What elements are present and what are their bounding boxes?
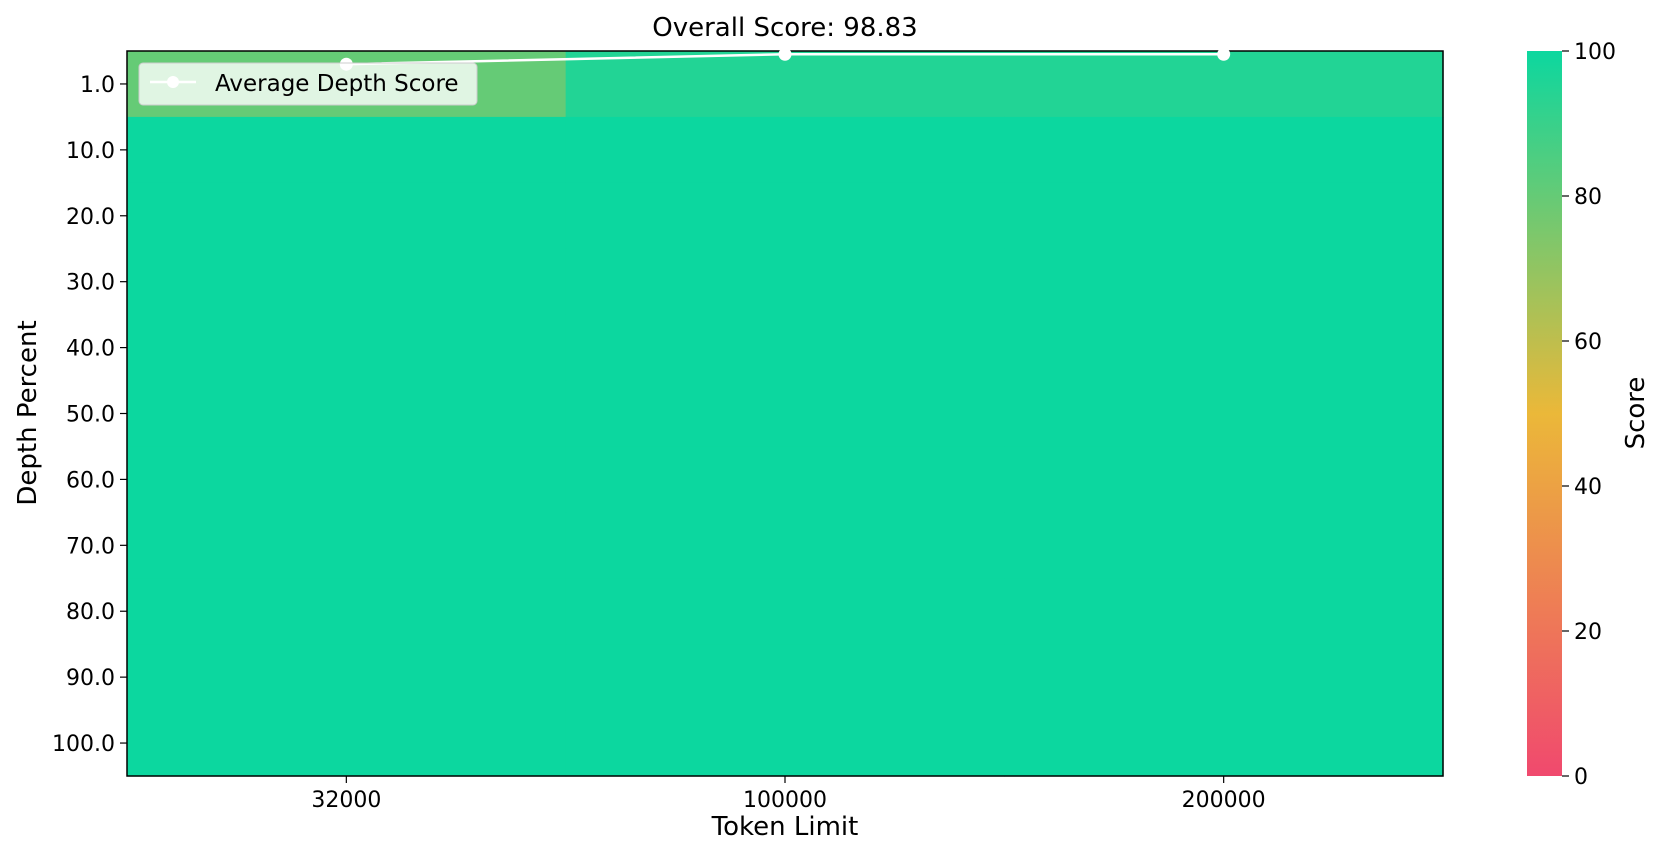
heatmap-cell [127,248,567,316]
average-depth-line [339,47,1231,71]
heatmap-cell [127,644,567,711]
chart-title: Overall Score: 98.83 [652,13,917,43]
heatmap-cell [565,512,1005,579]
heatmap-cell [565,116,1005,184]
heatmap-cell [127,182,567,250]
heatmap-cell [565,710,1005,777]
heatmap-cell [565,446,1005,513]
heatmap-cell [127,380,567,448]
heatmap-cell [127,578,567,645]
x-tick-label: 32000 [311,788,381,813]
heatmap-cell [1004,116,1444,184]
x-axis-label: Token Limit [711,812,859,842]
heatmap-cell [565,578,1005,645]
y-tick-label: 40.0 [66,337,115,362]
heatmap-cell [127,116,567,184]
heatmap-cell [1004,446,1444,513]
heatmap-cell [1004,314,1444,382]
heatmap-cell [565,51,1005,118]
colorbar-tick-label: 80 [1574,185,1602,210]
heatmap-cells [127,51,1444,777]
y-tick-label: 80.0 [66,600,115,625]
y-tick-label: 30.0 [66,271,115,296]
colorbar-tick-label: 20 [1574,620,1602,645]
colorbar [1527,51,1562,776]
colorbar-tick-label: 0 [1574,765,1588,790]
y-tick-label: 1.0 [80,73,115,98]
heatmap-cell [1004,710,1444,777]
heatmap-cell [1004,248,1444,316]
x-axis-ticks: 32000 100000 200000 [311,776,1266,813]
colorbar-tick-label: 100 [1574,40,1616,65]
heatmap-cell [1004,512,1444,579]
y-tick-label: 60.0 [66,468,115,493]
x-tick-label: 200000 [1182,788,1266,813]
heatmap-cell [1004,578,1444,645]
colorbar-tick-label: 60 [1574,330,1602,355]
overlay-line-point [778,47,792,61]
y-tick-label: 100.0 [52,732,115,757]
heatmap-cell [127,314,567,382]
heatmap-cell [127,446,567,513]
heatmap-cell [1004,51,1444,118]
heatmap-cell [1004,644,1444,711]
colorbar-tick-label: 40 [1574,475,1602,500]
colorbar-ticks: 0 20 40 60 80 100 [1562,40,1616,790]
x-tick-label: 100000 [743,788,827,813]
y-tick-label: 10.0 [66,139,115,164]
legend-point-marker [167,76,179,88]
heatmap-cell [565,182,1005,250]
colorbar-label: Score [1621,377,1651,450]
heatmap-cell [565,314,1005,382]
y-tick-label: 20.0 [66,205,115,230]
overlay-line-point [1217,47,1231,61]
heatmap-cell [565,248,1005,316]
y-tick-label: 50.0 [66,403,115,428]
heatmap-cell [565,644,1005,711]
y-tick-label: 70.0 [66,534,115,559]
heatmap-cell [1004,380,1444,448]
heatmap-cell [1004,182,1444,250]
legend-box [138,62,478,106]
legend: Average Depth Score [138,62,478,106]
heatmap-cell [127,710,567,777]
legend-label: Average Depth Score [215,71,459,97]
heatmap-cell [127,512,567,579]
y-tick-label: 90.0 [66,666,115,691]
y-axis-label: Depth Percent [13,320,43,505]
y-axis-ticks: 1.0 10.0 20.0 30.0 40.0 50.0 60.0 70.0 80.0 90.0 1… [52,73,127,757]
heatmap-cell [565,380,1005,448]
